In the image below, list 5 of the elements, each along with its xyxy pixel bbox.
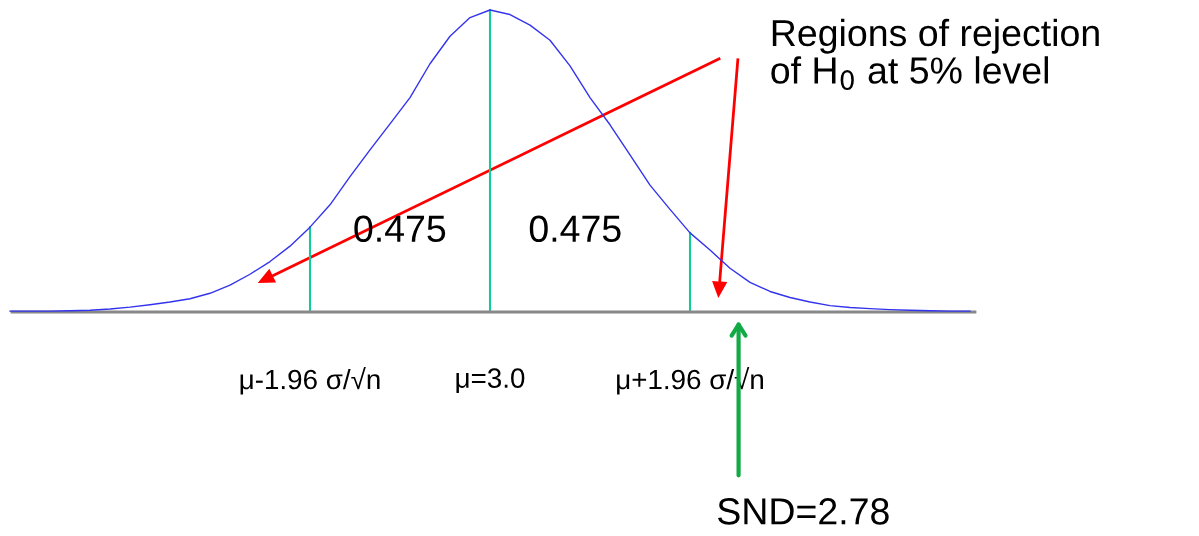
text: SND=2.78 xyxy=(718,498,889,525)
x-tick-label: μ-1.96 σ/√n xyxy=(240,367,380,395)
annotation: Regions of rejection of H$_{0}$ at 5% level xyxy=(771,18,1099,90)
x-tick-label: μ=3.0 xyxy=(456,368,525,394)
annotation: 0.475 xyxy=(529,215,621,243)
